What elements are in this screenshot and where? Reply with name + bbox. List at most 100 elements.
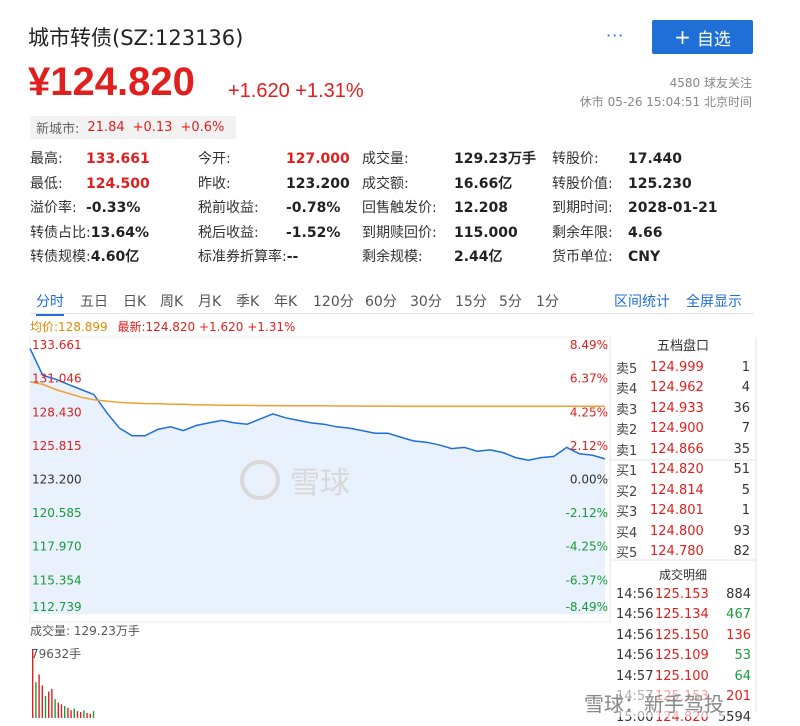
trade-time: 14:56 bbox=[616, 586, 654, 602]
stock-change: +0.13 bbox=[132, 120, 173, 135]
order-book-row: 买2 124.814 5 bbox=[610, 480, 756, 501]
footer-watermark: 雪球：新手驾投 bbox=[584, 688, 724, 717]
order-book-vol: 7 bbox=[741, 421, 750, 437]
quote-value: 17.440 bbox=[628, 151, 683, 167]
trade-row: 14:57 125.100 64 bbox=[610, 666, 756, 687]
tab-11[interactable]: 5分 bbox=[499, 294, 522, 310]
volume-bar bbox=[44, 695, 47, 718]
quote-label: 转债规模: bbox=[30, 249, 91, 266]
tab-3[interactable]: 周K bbox=[160, 294, 184, 310]
order-book-vol: 4 bbox=[741, 380, 750, 396]
snowball-logo-icon bbox=[240, 460, 280, 500]
quote-item: 剩余年限: 4.66 bbox=[552, 222, 663, 242]
order-book-vol: 51 bbox=[733, 462, 750, 478]
tab-2[interactable]: 日K bbox=[123, 294, 147, 310]
order-book-row: 卖3 124.933 36 bbox=[610, 398, 756, 419]
volume-bar bbox=[35, 682, 37, 718]
trade-vol: 53 bbox=[734, 648, 751, 664]
y-tick-right: 6.37% bbox=[570, 372, 608, 386]
followers-count[interactable]: 4580 球友关注 bbox=[669, 76, 752, 90]
order-book-row: 卖5 124.999 1 bbox=[610, 357, 756, 378]
quote-item: 转债规模:4.60亿 bbox=[30, 246, 139, 266]
quote-item: 税前收益: -0.78% bbox=[198, 197, 340, 217]
trade-vol: 467 bbox=[726, 607, 751, 623]
order-book-vol: 93 bbox=[733, 523, 750, 539]
order-book-row: 卖2 124.900 7 bbox=[610, 419, 756, 440]
y-tick-left: 131.046 bbox=[32, 372, 82, 386]
quote-value: 124.500 bbox=[86, 175, 150, 192]
underlying-stock-tag[interactable]: 新城市: 21.84 +0.13 +0.6% bbox=[30, 116, 236, 139]
tab-1[interactable]: 五日 bbox=[80, 294, 108, 310]
tab-10[interactable]: 15分 bbox=[455, 294, 487, 310]
volume-max-label: 79632手 bbox=[31, 647, 82, 661]
more-button[interactable]: ··· bbox=[606, 26, 625, 45]
trade-row: 14:56 125.150 136 bbox=[610, 625, 756, 646]
quote-value: 133.661 bbox=[86, 151, 150, 167]
price-change: +1.620 +1.31% bbox=[228, 80, 364, 102]
y-tick-right: 2.12% bbox=[570, 439, 608, 453]
trade-time: 14:56 bbox=[616, 648, 654, 664]
order-book-price: 124.800 bbox=[650, 523, 704, 539]
quote-label: 转债占比: bbox=[30, 224, 91, 241]
y-tick-right: -6.37% bbox=[566, 573, 608, 587]
quote-item: 货币单位: CNY bbox=[552, 246, 660, 266]
tab-9[interactable]: 30分 bbox=[410, 294, 442, 310]
volume-bar bbox=[70, 710, 72, 718]
trade-price: 125.100 bbox=[655, 668, 709, 684]
latest-price-legend: 最新:124.820 +1.620 +1.31% bbox=[117, 320, 296, 334]
fullscreen-link[interactable]: 全屏显示 bbox=[686, 294, 742, 310]
tab-7[interactable]: 120分 bbox=[313, 294, 354, 310]
quote-item: 溢价率: -0.33% bbox=[30, 197, 140, 217]
y-tick-left: 125.815 bbox=[32, 439, 82, 453]
order-book-price: 124.900 bbox=[650, 421, 704, 437]
order-book-price: 124.933 bbox=[650, 400, 704, 416]
quote-label: 成交额: bbox=[362, 175, 409, 192]
order-book-row: 卖4 124.962 4 bbox=[610, 378, 756, 399]
quote-value: -- bbox=[286, 249, 299, 266]
quote-item: 转股价: 17.440 bbox=[552, 148, 682, 168]
quote-item: 转股价值: 125.230 bbox=[552, 173, 692, 193]
tab-12[interactable]: 1分 bbox=[536, 294, 559, 310]
order-book-vol: 35 bbox=[733, 441, 750, 457]
chart-legend: 均价:128.899 最新:124.820 +1.620 +1.31% bbox=[30, 318, 295, 335]
quote-item: 昨收: 123.200 bbox=[198, 173, 350, 193]
trade-row: 14:56 125.153 884 bbox=[610, 584, 756, 605]
tab-0[interactable]: 分时 bbox=[36, 291, 64, 316]
range-stats-link[interactable]: 区间统计 bbox=[614, 294, 670, 310]
chart-watermark: 雪球 bbox=[240, 458, 350, 502]
y-tick-right: -2.12% bbox=[566, 506, 608, 520]
trade-vol: 5594 bbox=[717, 709, 751, 725]
y-tick-left: 115.354 bbox=[32, 573, 82, 587]
quote-item: 最高: 133.661 bbox=[30, 148, 150, 168]
volume-bar bbox=[89, 713, 91, 718]
trade-row: 14:56 125.134 467 bbox=[610, 605, 756, 626]
quote-value: CNY bbox=[628, 249, 661, 266]
quote-label: 税前收益: bbox=[198, 200, 259, 217]
order-book: 五档盘口 卖5 124.999 1 卖4 124.962 4 卖3 124.933 36 卖2 12… bbox=[610, 337, 756, 562]
order-book-price: 124.866 bbox=[650, 441, 704, 457]
avg-price-line bbox=[29, 381, 605, 407]
trade-time: 14:56 bbox=[616, 607, 654, 623]
quote-item: 最低: 124.500 bbox=[30, 173, 150, 193]
order-book-row: 买5 124.780 82 bbox=[610, 542, 756, 563]
tab-8[interactable]: 60分 bbox=[365, 294, 397, 310]
volume-bar bbox=[57, 702, 59, 718]
trade-price: 125.134 bbox=[655, 607, 709, 623]
price-area bbox=[30, 348, 605, 614]
quote-item: 回售触发价: 12.208 bbox=[362, 197, 508, 217]
tab-4[interactable]: 月K bbox=[198, 294, 222, 310]
tab-6[interactable]: 年K bbox=[274, 294, 298, 310]
current-price: ¥124.820 bbox=[28, 60, 195, 104]
trade-vol: 201 bbox=[726, 689, 751, 705]
volume-bar bbox=[64, 706, 66, 718]
add-watchlist-button[interactable]: + 自选 bbox=[652, 20, 753, 54]
stock-name: 新城市: bbox=[36, 122, 80, 137]
y-tick-right: 0.00% bbox=[570, 473, 608, 487]
page-title: 城市转债(SZ:123136) bbox=[28, 26, 244, 50]
tab-5[interactable]: 季K bbox=[236, 294, 260, 310]
quote-label: 到期时间: bbox=[552, 200, 613, 217]
order-book-row: 买3 124.801 1 bbox=[610, 501, 756, 522]
trade-price: 125.153 bbox=[655, 586, 709, 602]
trade-vol: 884 bbox=[726, 586, 751, 602]
